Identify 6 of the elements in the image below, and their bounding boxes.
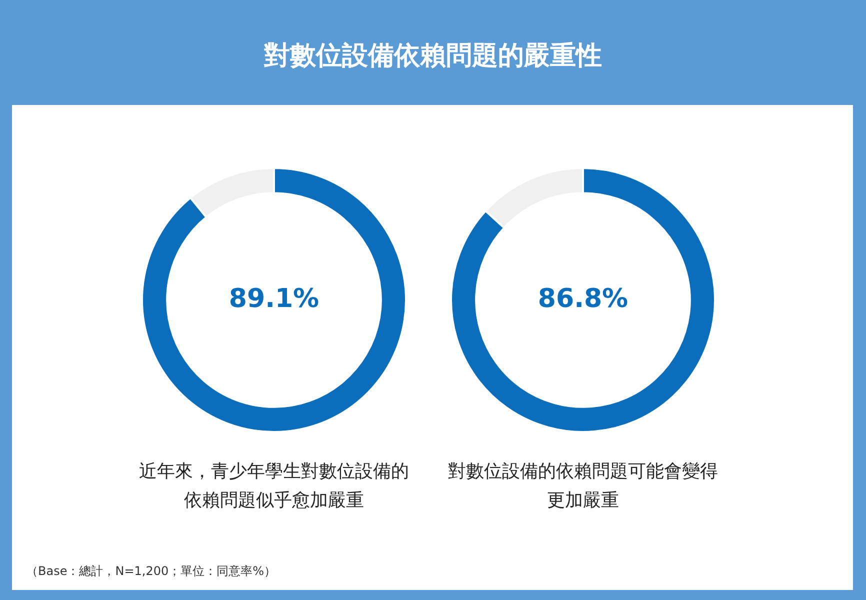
data-label: 86.8% [538,284,628,314]
text: 對數位設備的依賴問題可能會變得更加嚴重 [447,460,719,513]
chart-title: 對數位設備依賴問題的嚴重性 [262,40,603,73]
text: （Base：總計，N=1,200；單位：同意率%） [26,563,276,580]
data-label: 89.1% [228,284,320,314]
text: 近年來，青少年學生對數位設備的依賴問題似乎愈加嚴重 [138,460,410,513]
